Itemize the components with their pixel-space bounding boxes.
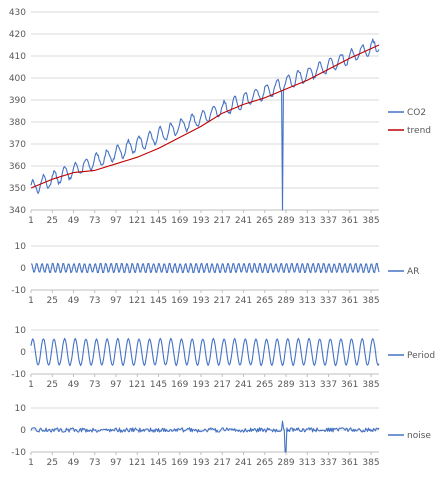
- x-tick-label: 337: [320, 216, 337, 226]
- y-tick-label: 10: [15, 326, 27, 336]
- y-tick-label: 350: [9, 184, 26, 194]
- x-tick-label: 169: [171, 458, 188, 468]
- y-tick-label: 10: [15, 242, 27, 252]
- x-tick-label: 49: [68, 216, 80, 226]
- x-tick-label: 121: [129, 216, 146, 226]
- x-tick-label: 337: [320, 380, 337, 390]
- series-line-co2: [30, 38, 380, 211]
- x-tick-label: 1: [28, 458, 34, 468]
- x-tick-label: 337: [320, 458, 337, 468]
- x-tick-label: 313: [299, 380, 316, 390]
- x-tick-label: 145: [150, 216, 167, 226]
- x-tick-label: 49: [68, 380, 80, 390]
- x-tick-label: 241: [235, 458, 252, 468]
- x-tick-label: 241: [235, 380, 252, 390]
- x-tick-label: 385: [362, 458, 379, 468]
- x-tick-label: 145: [150, 380, 167, 390]
- x-tick-label: 241: [235, 216, 252, 226]
- y-tick-label: 420: [9, 30, 26, 40]
- x-tick-label: 97: [110, 458, 121, 468]
- x-tick-label: 265: [256, 296, 273, 306]
- x-tick-label: 49: [68, 296, 80, 306]
- y-tick-label: 370: [9, 140, 26, 150]
- series-line-period: [30, 337, 380, 367]
- series-line-ar: [31, 262, 380, 274]
- x-tick-label: 289: [277, 458, 294, 468]
- x-tick-label: 289: [277, 216, 294, 226]
- series-line-trend: [30, 44, 380, 189]
- x-tick-label: 361: [341, 458, 358, 468]
- x-tick-label: 1: [28, 380, 34, 390]
- y-tick-label: 430: [9, 8, 26, 18]
- y-tick-label: 0: [20, 426, 26, 436]
- y-tick-label: 0: [20, 264, 26, 274]
- legend-label-period: Period: [407, 351, 435, 361]
- y-tick-label: 0: [20, 348, 26, 358]
- y-tick-label: -10: [11, 370, 26, 380]
- y-tick-label: 390: [9, 96, 26, 106]
- x-tick-label: 313: [299, 458, 316, 468]
- x-tick-label: 97: [110, 380, 121, 390]
- legend-label-trend: trend: [407, 126, 431, 136]
- legend-label-ar: AR: [407, 267, 419, 277]
- x-tick-label: 217: [214, 458, 231, 468]
- y-tick-label: 360: [9, 162, 26, 172]
- x-tick-label: 145: [150, 296, 167, 306]
- x-tick-label: 73: [89, 216, 100, 226]
- x-tick-label: 1: [28, 216, 34, 226]
- x-tick-label: 289: [277, 380, 294, 390]
- x-tick-label: 385: [362, 380, 379, 390]
- legend-label-noise: noise: [407, 431, 431, 441]
- y-tick-label: -10: [11, 286, 26, 296]
- x-tick-label: 97: [110, 296, 121, 306]
- x-tick-label: 121: [129, 296, 146, 306]
- x-tick-label: 25: [47, 216, 58, 226]
- x-tick-label: 193: [192, 216, 209, 226]
- y-tick-label: 410: [9, 52, 26, 62]
- legend-label-co2: CO2: [407, 108, 426, 118]
- x-tick-label: 193: [192, 296, 209, 306]
- x-tick-label: 25: [47, 296, 58, 306]
- x-tick-label: 121: [129, 458, 146, 468]
- x-tick-label: 1: [28, 296, 34, 306]
- x-tick-label: 385: [362, 216, 379, 226]
- x-tick-label: 73: [89, 380, 100, 390]
- x-tick-label: 25: [47, 380, 58, 390]
- x-tick-label: 25: [47, 458, 58, 468]
- x-tick-label: 361: [341, 216, 358, 226]
- x-tick-label: 121: [129, 380, 146, 390]
- y-tick-label: -10: [11, 448, 26, 458]
- x-tick-label: 217: [214, 380, 231, 390]
- x-tick-label: 193: [192, 458, 209, 468]
- x-tick-label: 265: [256, 458, 273, 468]
- x-tick-label: 73: [89, 296, 100, 306]
- y-tick-label: 380: [9, 118, 26, 128]
- x-tick-label: 49: [68, 458, 80, 468]
- x-tick-label: 361: [341, 380, 358, 390]
- x-tick-label: 265: [256, 216, 273, 226]
- y-tick-label: 400: [9, 74, 26, 84]
- y-tick-label: 10: [15, 404, 27, 414]
- x-tick-label: 97: [110, 216, 121, 226]
- x-tick-label: 289: [277, 296, 294, 306]
- x-tick-label: 313: [299, 216, 316, 226]
- x-tick-label: 169: [171, 380, 188, 390]
- x-tick-label: 313: [299, 296, 316, 306]
- x-tick-label: 385: [362, 296, 379, 306]
- x-tick-label: 73: [89, 458, 100, 468]
- x-tick-label: 169: [171, 296, 188, 306]
- x-tick-label: 145: [150, 458, 167, 468]
- x-tick-label: 241: [235, 296, 252, 306]
- x-tick-label: 265: [256, 380, 273, 390]
- x-tick-label: 361: [341, 296, 358, 306]
- y-tick-label: 340: [9, 206, 26, 216]
- x-tick-label: 217: [214, 296, 231, 306]
- x-tick-label: 337: [320, 296, 337, 306]
- series-line-noise: [30, 420, 380, 453]
- x-tick-label: 169: [171, 216, 188, 226]
- x-tick-label: 193: [192, 380, 209, 390]
- x-tick-label: 217: [214, 216, 231, 226]
